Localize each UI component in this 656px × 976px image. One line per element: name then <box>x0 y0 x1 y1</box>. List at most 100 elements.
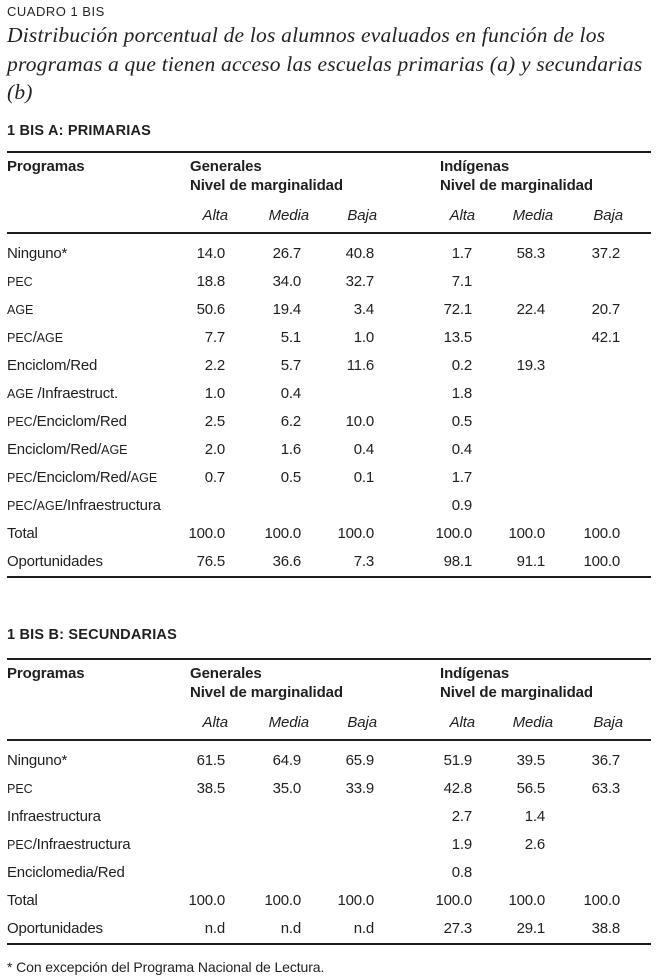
spacer <box>628 296 651 324</box>
spacer <box>7 193 188 234</box>
value-cell <box>553 352 628 380</box>
value-cell: 7.7 <box>204 329 225 346</box>
spacer <box>628 464 651 492</box>
value-cell <box>233 492 309 520</box>
spacer <box>628 352 651 380</box>
spacer <box>628 740 651 775</box>
value-cell <box>553 803 628 831</box>
table-row: Total 100.0 100.0 100.0 100.0 100.0 100.0 <box>7 887 651 915</box>
row-label: Ninguno* <box>7 245 68 262</box>
table-row: PEC/Infraestructura 1.9 2.6 <box>7 831 651 859</box>
value-cell: 100.0 <box>435 892 473 909</box>
table-secundarias: Programas Generales Indígenas Nivel de marg… <box>7 657 652 945</box>
row-label: AGE <box>7 296 188 324</box>
value-cell: 58.3 <box>516 245 546 262</box>
row-label: Ninguno* <box>7 752 68 769</box>
section-primarias-title: 1 BIS A: PRIMARIAS <box>7 122 152 139</box>
value-cell: 1.7 <box>451 469 473 486</box>
row-label: Enciclom/Red/AGE <box>7 441 128 458</box>
value-cell: 100.0 <box>337 525 375 542</box>
spacer <box>628 887 651 915</box>
group-header: Indígenas <box>440 664 510 682</box>
spacer <box>7 175 188 194</box>
value-cell <box>553 492 628 520</box>
value-cell <box>553 859 628 887</box>
row-label: PEC/AGE <box>7 329 64 346</box>
value-cell: 0.4 <box>280 385 301 402</box>
value-cell: 3.4 <box>353 301 375 318</box>
spacer <box>628 915 651 944</box>
value-cell: 0.1 <box>353 469 375 486</box>
table-row: Oportunidades 76.5 36.6 7.3 98.1 91.1 100.0 <box>7 548 651 577</box>
row-label: PEC <box>7 268 188 296</box>
acronym: PEC <box>7 499 33 513</box>
value-cell: 100.0 <box>508 525 546 542</box>
value-cell: 35.0 <box>272 780 302 797</box>
value-cell: 36.6 <box>272 553 302 570</box>
row-label: PEC/AGE/Infraestructura <box>7 497 161 514</box>
value-cell: 64.9 <box>272 752 302 769</box>
value-cell: 98.1 <box>443 553 473 570</box>
row-label: Infraestructura <box>7 808 101 825</box>
acronym: PEC <box>7 838 33 852</box>
value-cell: 63.3 <box>591 780 621 797</box>
group-subtitle: Nivel de marginalidad <box>440 683 593 701</box>
value-cell: 61.5 <box>196 752 226 769</box>
value-cell: 18.8 <box>196 273 226 290</box>
value-cell: 7.3 <box>353 553 375 570</box>
acronym: PEC <box>7 331 33 345</box>
value-cell: 29.1 <box>516 920 546 937</box>
value-cell <box>188 831 233 859</box>
table-row: PEC/AGE 7.7 5.1 1.0 13.5 42.1 <box>7 324 651 352</box>
value-cell: 1.8 <box>451 385 473 402</box>
table-row: Ninguno* 14.0 26.7 40.8 1.7 58.3 37.2 <box>7 233 651 268</box>
value-cell: 100.0 <box>583 525 621 542</box>
table-row: Ninguno* 61.5 64.9 65.9 51.9 39.5 36.7 <box>7 740 651 775</box>
value-cell: 100.0 <box>264 525 301 542</box>
group-header: Generales <box>190 664 262 682</box>
value-cell: 1.0 <box>353 329 375 346</box>
spacer <box>628 175 651 194</box>
value-cell: 1.9 <box>451 836 473 853</box>
level-header: Baja <box>309 700 383 741</box>
spacer <box>628 520 651 548</box>
value-cell: 100.0 <box>435 525 473 542</box>
value-cell <box>480 380 553 408</box>
value-cell: 2.6 <box>524 836 546 853</box>
table-row: PEC/Enciclom/Red/AGE 0.7 0.5 0.1 1.7 <box>7 464 651 492</box>
row-label: Oportunidades <box>7 553 103 570</box>
level-header: Media <box>480 700 553 741</box>
value-cell: 100.0 <box>188 525 225 542</box>
value-cell: 39.5 <box>516 752 546 769</box>
value-cell <box>480 859 553 887</box>
level-header: Media <box>233 193 309 234</box>
level-header: Media <box>233 700 309 741</box>
level-header: Alta <box>382 193 481 234</box>
value-cell: 65.9 <box>345 752 375 769</box>
spacer <box>628 436 651 464</box>
col-header-programas: Programas <box>7 157 85 175</box>
value-cell: 11.6 <box>346 357 375 374</box>
value-cell: 51.9 <box>443 752 473 769</box>
value-cell <box>233 831 309 859</box>
value-cell: 100.0 <box>264 892 301 909</box>
value-cell: 1.6 <box>280 441 301 458</box>
value-cell <box>309 492 382 520</box>
col-header-programas: Programas <box>7 664 85 682</box>
section-primarias: 1 BIS A: PRIMARIAS Programas Generales Ind… <box>7 122 652 578</box>
value-cell <box>480 436 553 464</box>
value-cell <box>553 436 628 464</box>
row-label: PEC/Enciclom/Red/AGE <box>7 469 158 486</box>
value-cell <box>480 408 553 436</box>
value-cell: 37.2 <box>591 245 621 262</box>
value-cell <box>553 268 628 296</box>
spacer <box>7 682 188 701</box>
spacer <box>628 193 652 234</box>
row-label: Oportunidades <box>7 920 103 937</box>
value-cell: 2.0 <box>204 441 225 458</box>
spacer <box>628 324 651 352</box>
value-cell: 34.0 <box>272 273 302 290</box>
group-header: Indígenas <box>440 157 510 175</box>
spacer <box>628 492 651 520</box>
